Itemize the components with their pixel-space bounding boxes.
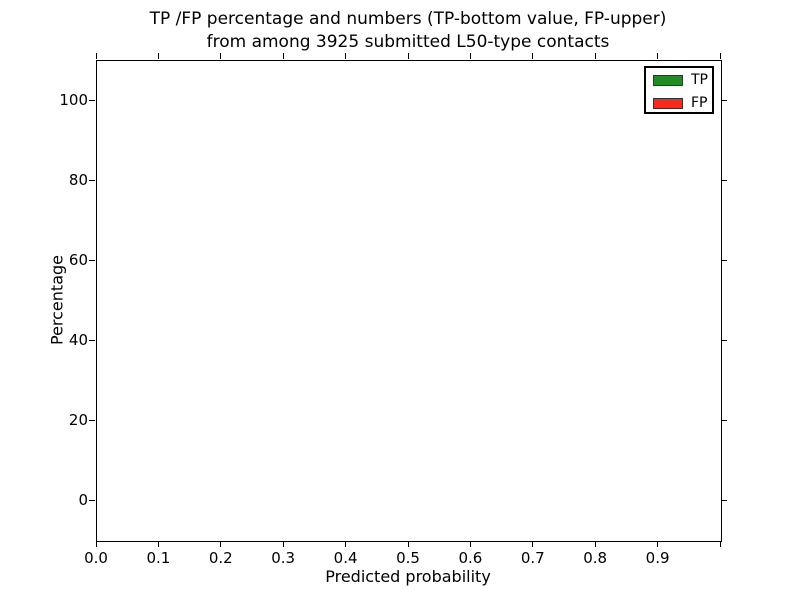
chart-title-line2: from among 3925 submitted L50-type conta… [206,32,610,52]
x-tick-bottom [407,541,409,547]
tp-legend-label: TP [691,72,708,88]
y-tick-left [89,259,95,261]
bar-segment-fp [345,100,408,367]
x-tick-top [594,53,596,59]
x-tick-top [469,53,471,59]
v-gridline [594,60,596,540]
y-tick-label: 0 [78,491,88,509]
fp-count-label: 15 [429,286,449,305]
x-tick-bottom [469,541,471,547]
y-tick-right [721,499,727,501]
x-tick-top [532,53,534,59]
x-tick-top [345,53,347,59]
chart-title: TP /FP percentage and numbers (TP-bottom… [96,8,720,54]
y-tick-left [89,499,95,501]
x-tick-label: 0.8 [583,549,608,567]
y-tick-right [721,259,727,261]
tp-count-label: 7 [559,337,569,356]
x-axis-title: Predicted probability [325,567,491,586]
chart-title-line1: TP /FP percentage and numbers (TP-bottom… [149,9,667,29]
y-tick-left [89,339,95,341]
tp-legend-swatch [653,74,683,86]
v-gridline [345,60,347,540]
y-tick-right [721,339,727,341]
tp-count-label: 12 [180,470,200,489]
tp-count-label: 14 [429,308,449,327]
tp-count-label: 19 [117,499,137,518]
legend-item-tp: TP [646,69,712,91]
tp-count-label: 3 [621,368,632,387]
x-tick-label: 0.6 [458,549,483,567]
x-tick-label: 0.2 [208,549,233,567]
bar-segment-fp [595,100,658,367]
x-tick-top [157,53,159,59]
y-tick-right [721,179,727,181]
fp-count-label: 3523 [108,477,147,496]
bar-segment-fp [220,100,284,452]
x-tick-top [657,53,659,59]
x-tick-label: 0.5 [396,549,420,567]
x-tick-label: 0.7 [520,549,545,567]
x-tick-top [407,53,409,59]
x-tick-bottom [282,541,284,547]
y-tick-label: 100 [59,91,88,109]
fp-count-label: 16 [367,346,387,365]
y-tick-right [721,99,727,101]
x-tick-top [719,53,721,59]
fp-count-label: 9 [496,291,507,310]
x-tick-bottom [719,541,721,547]
tp-count-label: 7 [309,439,320,458]
fp-count-label: 10 [554,315,574,334]
x-tick-label: 0.4 [333,549,358,567]
x-tick-bottom [220,541,222,547]
x-tick-label: 0.0 [84,549,108,567]
y-tick-right [721,419,727,421]
y-tick-left [89,419,95,421]
tp-count-label: 8 [372,368,382,387]
bar-segment-fp [158,100,221,469]
fp-count-label: 65 [242,431,262,450]
legend: TP FP [644,66,714,114]
fp-legend-swatch [653,97,683,109]
bar-segment-fp [283,100,346,438]
x-tick-top [95,53,97,59]
y-tick-label: 60 [68,251,88,269]
bar-segment-fp [532,100,596,336]
tp-count-label: 16 [679,125,699,144]
v-gridline [157,60,159,540]
bar-segment-fp [470,100,533,312]
bar-segment-tp [408,306,471,500]
fp-count-label: 139 [175,448,204,467]
x-tick-bottom [594,541,596,547]
y-tick-left [89,179,95,181]
bar-segment-fp [408,100,471,307]
y-tick-left [89,99,95,101]
x-tick-label: 0.3 [271,549,296,567]
x-tick-bottom [657,541,659,547]
x-tick-top [220,53,222,59]
x-tick-bottom [532,541,534,547]
x-tick-top [282,53,284,59]
bar-segment-tp [532,335,596,500]
fp-legend-label: FP [691,95,708,111]
x-tick-label: 0.9 [645,549,670,567]
y-tick-label: 80 [68,171,88,189]
tp-count-label: 9 [247,453,257,472]
x-tick-bottom [157,541,159,547]
fp-count-label: 6 [621,346,632,365]
legend-item-fp: FP [646,92,712,114]
fp-count-label: 38 [304,417,324,436]
bar-segment-fp [96,100,159,498]
x-tick-bottom [95,541,97,547]
y-tick-label: 40 [68,331,88,349]
x-tick-label: 0.1 [146,549,171,567]
tp-count-label: 8 [496,313,507,332]
y-tick-label: 20 [68,411,88,429]
x-tick-bottom [345,541,347,547]
